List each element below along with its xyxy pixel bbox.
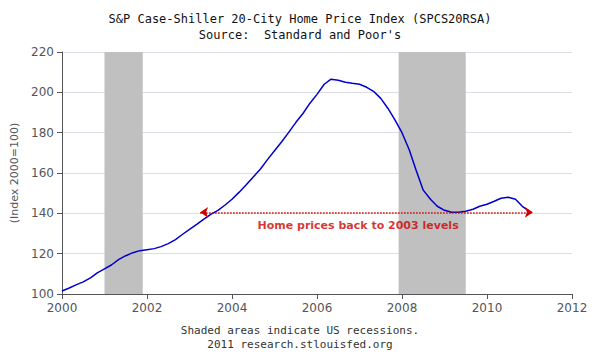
svg-text:Shaded areas indicate US reces: Shaded areas indicate US recessions. [181, 324, 419, 337]
svg-text:220: 220 [31, 45, 54, 59]
svg-text:S&P Case-Shiller 20-City Home: S&P Case-Shiller 20-City Home Price Inde… [109, 12, 492, 26]
svg-text:2011 research.stlouisfed.org: 2011 research.stlouisfed.org [207, 338, 392, 351]
svg-text:Source: Standard and Poor's: Source: Standard and Poor's [199, 28, 401, 42]
svg-text:2004: 2004 [217, 301, 248, 315]
svg-text:2012: 2012 [557, 301, 588, 315]
svg-text:100: 100 [31, 287, 54, 301]
svg-text:180: 180 [31, 126, 54, 140]
svg-text:Home prices back to 2003 level: Home prices back to 2003 levels [258, 219, 460, 232]
svg-text:140: 140 [31, 206, 54, 220]
svg-text:120: 120 [31, 247, 54, 261]
svg-text:2002: 2002 [132, 301, 163, 315]
svg-text:2010: 2010 [472, 301, 503, 315]
svg-text:2000: 2000 [47, 301, 78, 315]
svg-text:2006: 2006 [302, 301, 333, 315]
svg-text:2008: 2008 [387, 301, 418, 315]
svg-text:(Index 2000=100): (Index 2000=100) [8, 123, 21, 224]
svg-text:160: 160 [31, 166, 54, 180]
svg-text:200: 200 [31, 85, 54, 99]
